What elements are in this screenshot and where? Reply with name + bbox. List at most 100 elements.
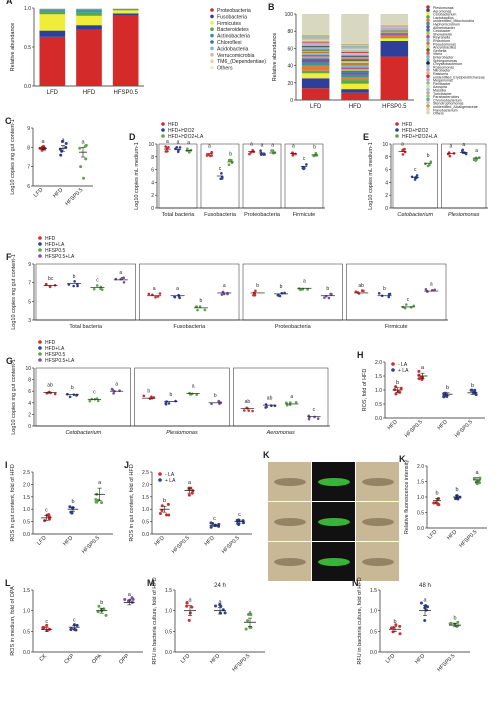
legend-entry: Rhizobium <box>433 39 450 43</box>
x-tick-label: HFSP0.5 <box>382 104 407 110</box>
legend-entry: HFSP0.5+LA <box>45 254 75 260</box>
data-point <box>60 140 64 144</box>
legend-marker <box>426 51 430 55</box>
group-box <box>441 143 487 209</box>
significance-letter: b <box>427 153 430 159</box>
stacked-bar-segment <box>341 58 369 60</box>
data-point <box>285 401 288 405</box>
significance-letter: a <box>61 137 65 143</box>
y-tick-label: 1.5 <box>417 480 424 486</box>
data-point <box>167 402 171 405</box>
data-point <box>49 391 52 395</box>
data-point <box>175 146 179 149</box>
y-axis-label: ROS in gut content, fold of HFD <box>10 464 16 541</box>
significance-letter: a <box>81 139 85 145</box>
legend-marker <box>426 38 430 42</box>
y-tick-label: 0.5 <box>142 520 149 526</box>
y-tick-label: 2.0 <box>417 464 424 470</box>
significance-letter: a <box>303 279 306 285</box>
y-tick-label: 3 <box>28 318 31 324</box>
data-point <box>251 409 254 413</box>
stacked-bar-segment <box>341 51 369 53</box>
data-point <box>173 295 176 299</box>
group-box <box>242 143 282 209</box>
legend-marker <box>391 368 395 372</box>
data-point <box>271 149 275 153</box>
stacked-bar-segment <box>341 74 369 78</box>
data-point <box>187 487 191 491</box>
legend-entry: Others <box>433 112 444 116</box>
data-point <box>285 403 289 407</box>
legend-marker <box>426 44 430 49</box>
legend-entry: Shewanella <box>433 32 452 36</box>
legend-entry: Chromobacterium <box>433 98 462 102</box>
stacked-bar-segment <box>380 38 409 41</box>
y-tick-label: 1.0 <box>417 495 424 501</box>
legend-entry: Megamonas <box>433 79 453 83</box>
stacked-bar-segment <box>380 26 409 28</box>
data-point <box>249 613 253 617</box>
data-point <box>448 154 452 158</box>
y-axis-label: ROS in gut content, fold of HFD <box>129 464 135 541</box>
data-point <box>449 621 453 625</box>
y-tick-label: 5 <box>28 299 31 305</box>
data-point <box>323 296 326 299</box>
y-tick-label: 0.0 <box>23 532 30 538</box>
stacked-bar-segment <box>301 62 330 66</box>
y-tick-label: 9 <box>28 262 31 268</box>
stacked-bar-segment <box>301 46 330 49</box>
y-tick-label: 2.0 <box>375 360 382 366</box>
legend-marker <box>426 97 430 102</box>
significance-letter: a <box>248 610 252 616</box>
significance-letter: c <box>303 156 306 162</box>
legend-marker <box>426 94 430 98</box>
legend-entry: Nitrobacter <box>433 69 451 73</box>
data-point <box>167 513 171 517</box>
group-box <box>392 143 438 209</box>
significance-letter: ab <box>358 283 364 289</box>
larva-shape <box>362 558 394 566</box>
panel-letter-e: E <box>363 132 369 142</box>
stacked-bar-segment <box>112 13 139 16</box>
significance-letter: a <box>128 592 132 598</box>
legend-marker <box>158 478 162 482</box>
significance-letter: b <box>471 383 474 389</box>
legend-marker <box>210 65 214 70</box>
legend-marker <box>210 21 214 25</box>
legend-entry: Cetobacter <box>433 29 451 33</box>
stacked-bar-segment <box>301 49 330 51</box>
y-tick-label: 9 <box>27 126 30 132</box>
legend-entry: Fusobacteria <box>217 14 247 20</box>
stacked-bar-segment <box>301 36 330 38</box>
x-tick-label: HFSP0.5 <box>454 419 474 439</box>
x-tick-label: HFD <box>204 535 216 547</box>
y-tick-label: 4 <box>385 180 388 186</box>
x-group-label: Firmicute <box>293 212 316 218</box>
significance-letter: c <box>219 166 222 172</box>
significance-letter: b <box>200 298 203 304</box>
x-tick-label: LFD <box>33 187 45 199</box>
y-axis-label: RFU in bacteria culture, fold of HFD <box>152 577 158 664</box>
data-point <box>404 303 408 306</box>
x-group-label: Total bacteria <box>162 212 196 218</box>
significance-letter: b <box>163 498 166 504</box>
y-tick-label: 0 <box>28 424 31 430</box>
data-point <box>210 150 213 154</box>
significance-letter: a <box>218 599 222 605</box>
data-point <box>220 293 224 296</box>
panel-letter-a: A <box>6 0 13 6</box>
y-tick-label: 0.5 <box>370 629 377 635</box>
significance-letter: a <box>188 480 192 486</box>
legend-entry: TM6_(Dependentiae) <box>217 59 266 65</box>
stacked-bar-segment <box>39 9 66 11</box>
y-tick-label: 8 <box>385 155 388 161</box>
stacked-bar-segment <box>380 33 409 34</box>
legend-marker <box>426 61 430 65</box>
significance-letter: a <box>271 143 274 149</box>
stacked-bar-segment <box>380 29 409 31</box>
significance-letter: a <box>401 141 404 147</box>
significance-letter: a <box>208 143 211 149</box>
significance-letter: b <box>170 392 173 398</box>
stacked-bar-segment <box>112 8 139 10</box>
data-point <box>174 399 177 403</box>
